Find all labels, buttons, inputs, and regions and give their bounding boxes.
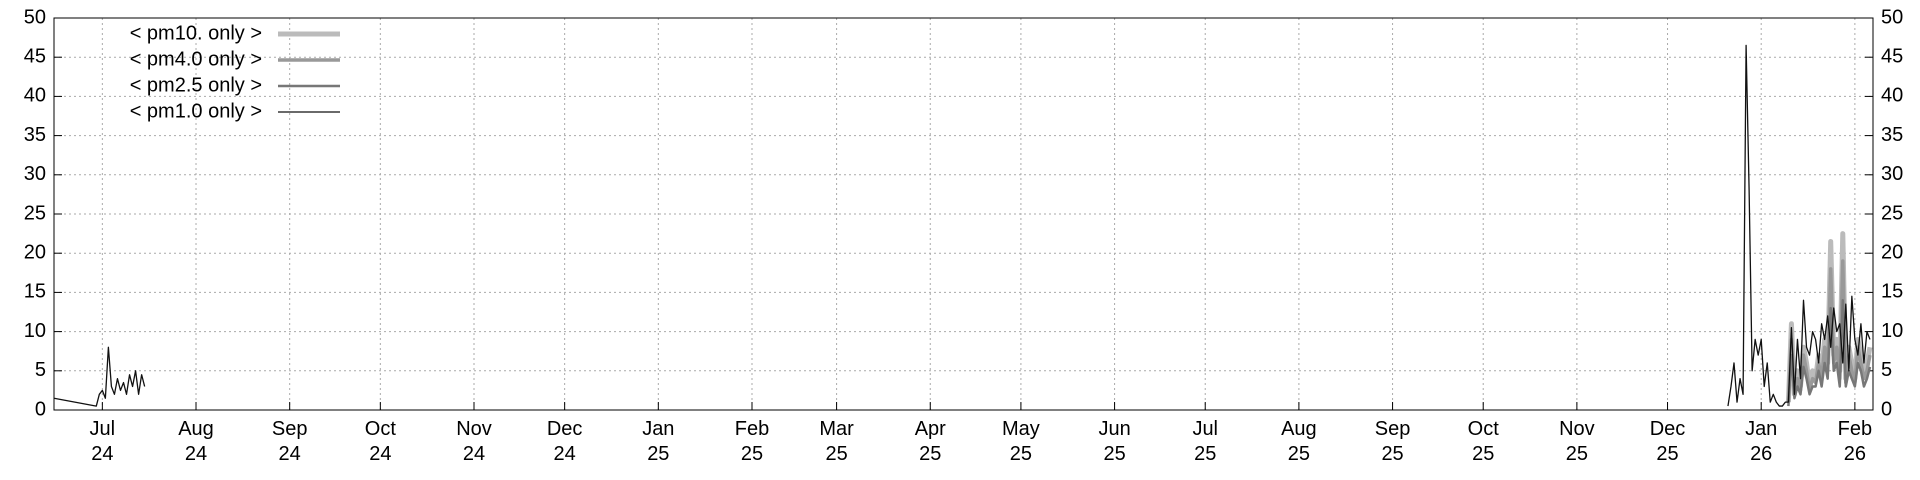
y-tick-label: 25 bbox=[24, 202, 46, 224]
x-tick-label: Jan 25 bbox=[642, 418, 674, 465]
legend-label: < pm10. only > bbox=[130, 22, 262, 44]
x-tick-label: Jan 26 bbox=[1745, 418, 1777, 465]
x-tick-label-line: 25 bbox=[741, 443, 763, 465]
x-tick-label-line: 24 bbox=[91, 443, 113, 465]
x-tick-label-line: 24 bbox=[369, 443, 391, 465]
x-tick-label: Apr 25 bbox=[915, 418, 946, 465]
x-tick-label-line: 25 bbox=[1381, 443, 1403, 465]
y-tick-label: 15 bbox=[24, 281, 46, 303]
x-tick-label: Feb 26 bbox=[1838, 418, 1872, 465]
x-tick-label-line: Aug bbox=[178, 418, 214, 440]
y2-tick-label: 15 bbox=[1881, 281, 1903, 303]
series-line bbox=[53, 44, 1871, 407]
series-line bbox=[1787, 298, 1872, 407]
legend-label: < pm2.5 only > bbox=[130, 74, 262, 96]
x-tick-label-line: Sep bbox=[272, 418, 308, 440]
x-tick-label: Oct 25 bbox=[1468, 418, 1500, 465]
x-tick-label: Oct 24 bbox=[365, 418, 397, 465]
x-tick-label-line: Jul bbox=[90, 418, 116, 440]
y-tick-label: 45 bbox=[24, 45, 46, 67]
x-tick-label-line: 24 bbox=[463, 443, 485, 465]
x-tick-label-line: 26 bbox=[1844, 443, 1866, 465]
y2-tick-label: 50 bbox=[1881, 6, 1903, 28]
x-tick-label-line: Apr bbox=[915, 418, 946, 440]
x-tick-label-line: Aug bbox=[1281, 418, 1317, 440]
x-tick-label-line: Dec bbox=[1650, 418, 1686, 440]
x-tick-label: Feb 25 bbox=[735, 418, 769, 465]
x-tick-label-line: Oct bbox=[365, 418, 397, 440]
y-tick-label: 5 bbox=[35, 359, 46, 381]
x-tick-label-line: 24 bbox=[554, 443, 576, 465]
y2-tick-label: 35 bbox=[1881, 124, 1903, 146]
x-tick-label: Nov 24 bbox=[456, 418, 492, 465]
x-tick-label-line: Sep bbox=[1375, 418, 1411, 440]
x-tick-label-line: Feb bbox=[1838, 418, 1872, 440]
y2-tick-label: 25 bbox=[1881, 202, 1903, 224]
x-tick-label: May 25 bbox=[1002, 418, 1040, 465]
y2-tick-label: 45 bbox=[1881, 45, 1903, 67]
x-tick-label: Nov 25 bbox=[1559, 418, 1595, 465]
x-tick-label-line: Jan bbox=[1745, 418, 1777, 440]
y2-tick-label: 20 bbox=[1881, 241, 1903, 263]
y-tick-label: 50 bbox=[24, 6, 46, 28]
x-tick-label: Sep 24 bbox=[272, 418, 308, 465]
y2-tick-label: 0 bbox=[1881, 398, 1892, 420]
legend-label: < pm1.0 only > bbox=[130, 100, 262, 122]
y-tick-label: 0 bbox=[35, 398, 46, 420]
x-tick-label-line: 25 bbox=[919, 443, 941, 465]
y2-tick-label: 40 bbox=[1881, 85, 1903, 107]
x-tick-label-line: Nov bbox=[456, 418, 492, 440]
x-tick-label: Dec 25 bbox=[1650, 418, 1686, 465]
x-tick-label-line: 24 bbox=[185, 443, 207, 465]
legend-label: < pm4.0 only > bbox=[130, 48, 262, 70]
x-tick-label-line: 25 bbox=[1194, 443, 1216, 465]
y-tick-label: 40 bbox=[24, 85, 46, 107]
x-tick-label-line: 25 bbox=[1656, 443, 1678, 465]
x-tick-label-line: Mar bbox=[819, 418, 854, 440]
x-tick-label-line: Oct bbox=[1468, 418, 1500, 440]
y-tick-label: 20 bbox=[24, 241, 46, 263]
x-tick-label-line: Dec bbox=[547, 418, 583, 440]
x-tick-label-line: 24 bbox=[279, 443, 301, 465]
x-tick-label: Aug 25 bbox=[1281, 418, 1317, 465]
x-tick-label-line: 25 bbox=[825, 443, 847, 465]
y-tick-label: 30 bbox=[24, 163, 46, 185]
x-tick-label: Jun 25 bbox=[1098, 418, 1130, 465]
x-tick-label-line: 25 bbox=[1566, 443, 1588, 465]
x-tick-label-line: Jan bbox=[642, 418, 674, 440]
x-tick-label: Aug 24 bbox=[178, 418, 214, 465]
y2-tick-label: 5 bbox=[1881, 359, 1892, 381]
x-tick-label-line: Jul bbox=[1192, 418, 1218, 440]
y-tick-label: 35 bbox=[24, 124, 46, 146]
x-tick-label-line: May bbox=[1002, 418, 1040, 440]
x-tick-label: Dec 24 bbox=[547, 418, 583, 465]
x-tick-label: Sep 25 bbox=[1375, 418, 1411, 465]
plot-frame bbox=[53, 17, 1874, 411]
y2-tick-label: 10 bbox=[1881, 320, 1903, 342]
y2-tick-label: 30 bbox=[1881, 163, 1903, 185]
x-tick-label: Jul 25 bbox=[1192, 418, 1218, 465]
x-tick-label-line: 26 bbox=[1750, 443, 1772, 465]
x-tick-label-line: 25 bbox=[647, 443, 669, 465]
x-tick-label-line: 25 bbox=[1288, 443, 1310, 465]
x-tick-label-line: Feb bbox=[735, 418, 769, 440]
x-tick-label-line: 25 bbox=[1472, 443, 1494, 465]
y-tick-label: 10 bbox=[24, 320, 46, 342]
x-tick-label-line: Jun bbox=[1098, 418, 1130, 440]
x-tick-label-line: Nov bbox=[1559, 418, 1595, 440]
x-tick-label-line: 25 bbox=[1103, 443, 1125, 465]
x-tick-label: Mar 25 bbox=[819, 418, 854, 465]
x-tick-label: Jul 24 bbox=[90, 418, 116, 465]
x-tick-label-line: 25 bbox=[1010, 443, 1032, 465]
